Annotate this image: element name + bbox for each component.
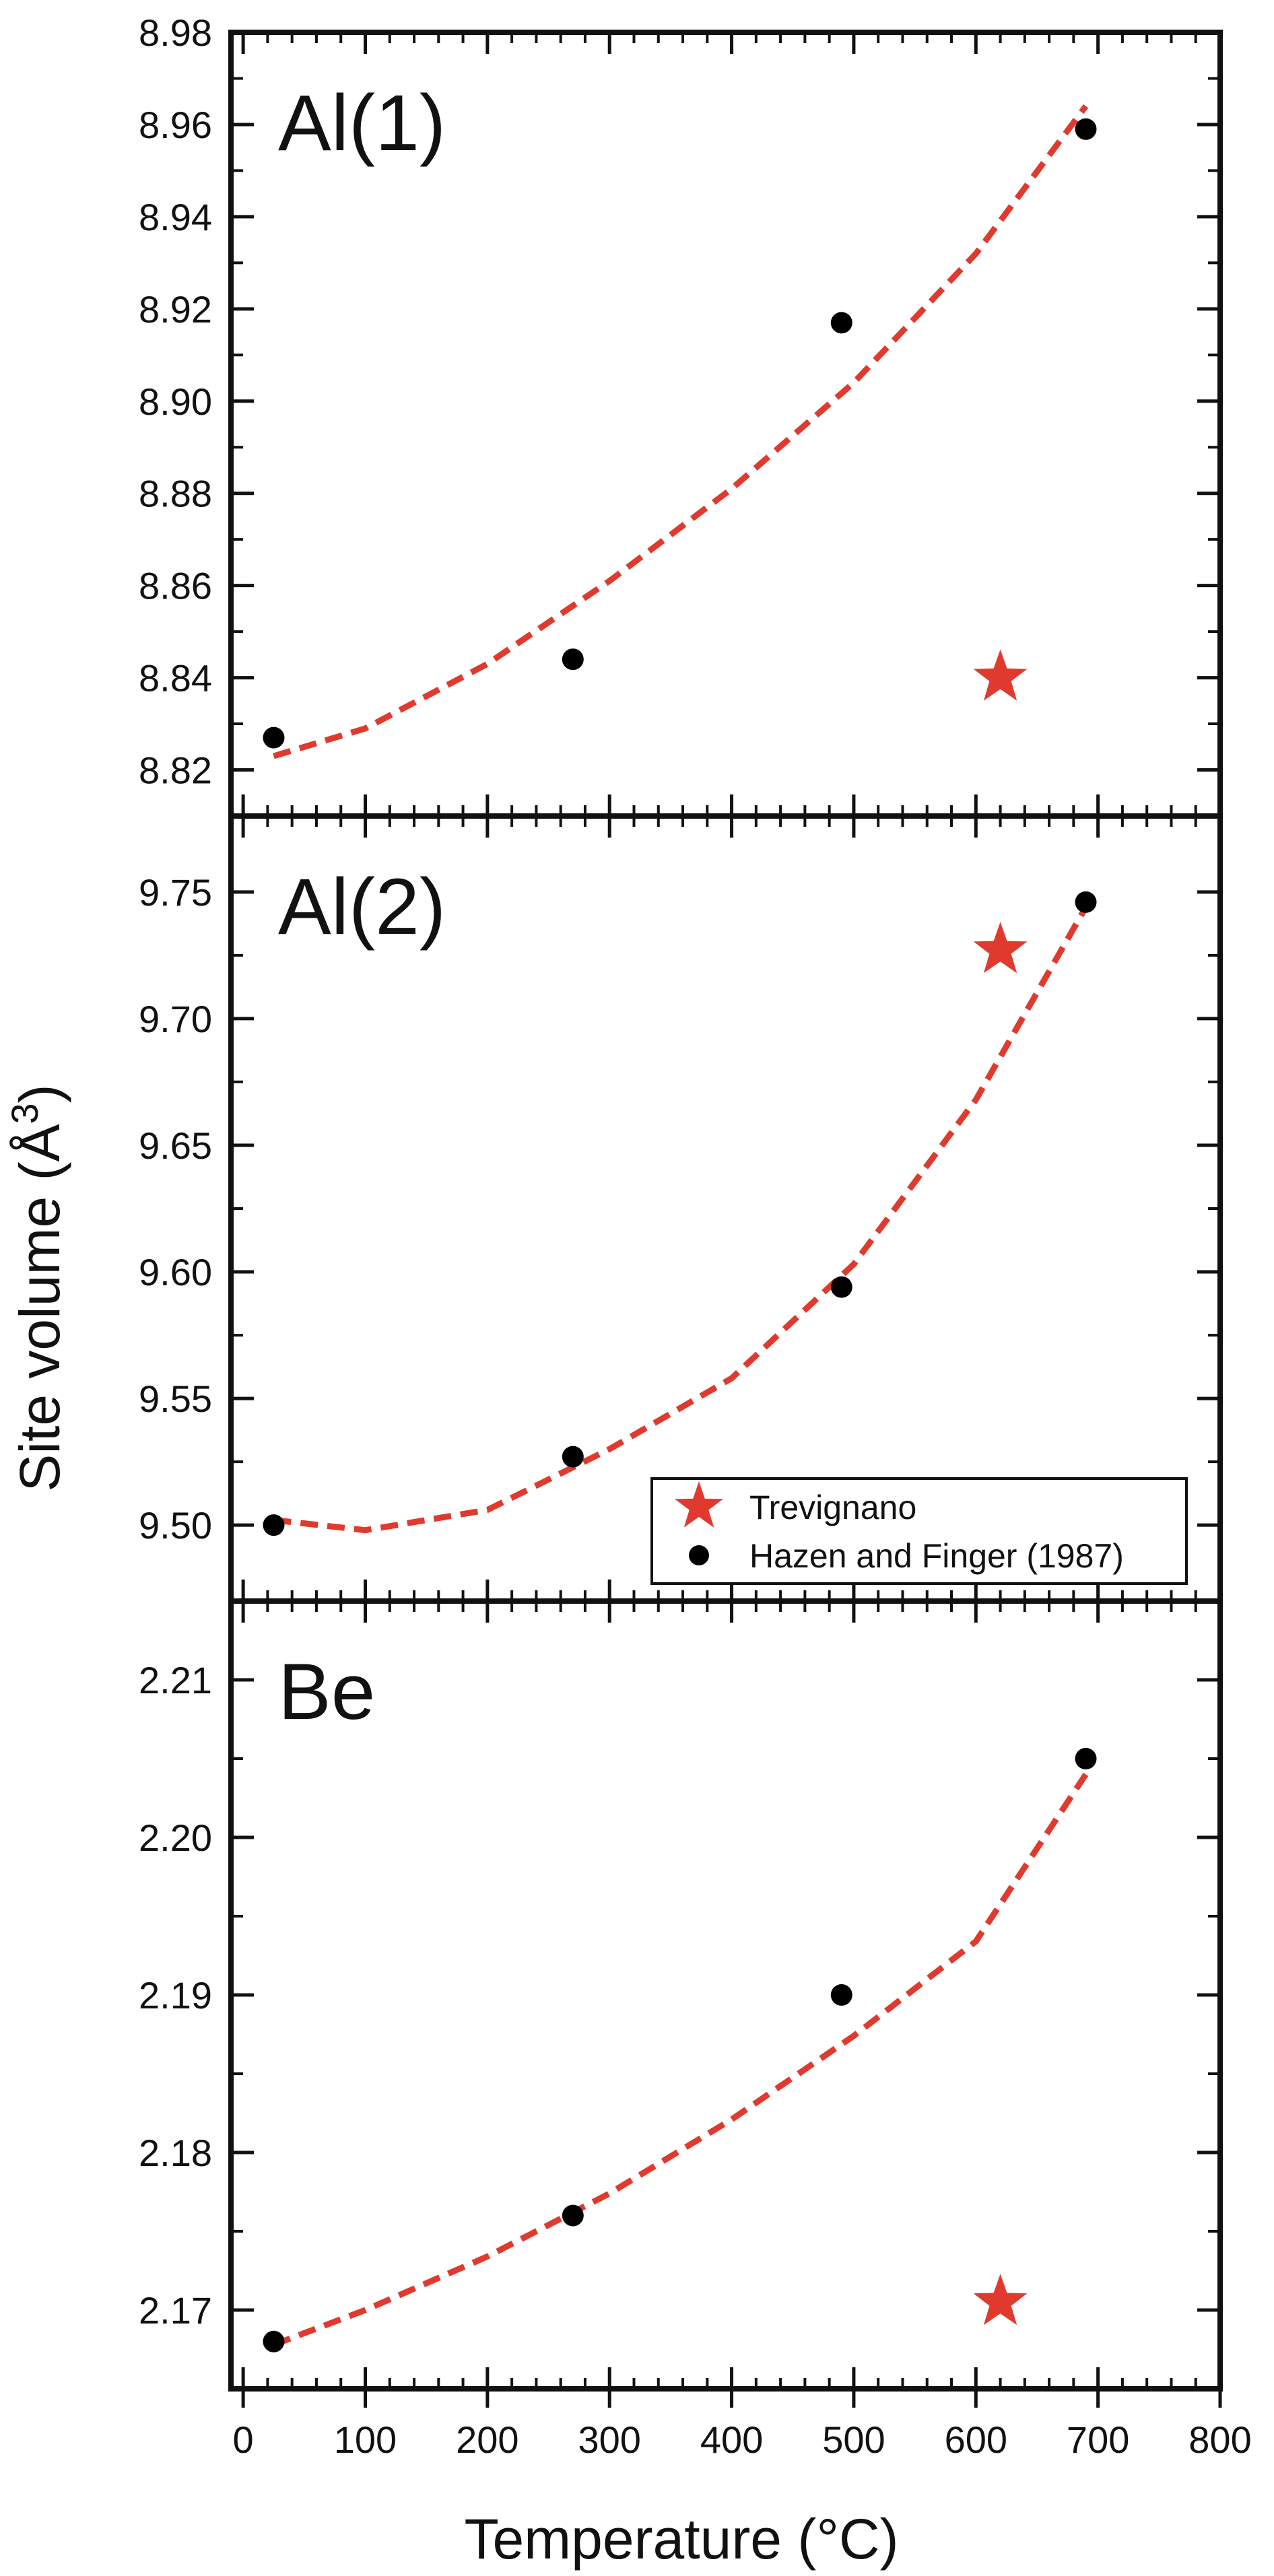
hazen-point bbox=[263, 1514, 285, 1536]
hazen-point bbox=[830, 1276, 852, 1298]
hazen-point bbox=[830, 312, 852, 334]
x-axis: 0 100 200 300 400 500 600 700 800 bbox=[233, 2389, 1252, 2461]
y-axis-title: Site volume (Å3) bbox=[3, 1084, 71, 1491]
legend-circle-icon bbox=[689, 1545, 709, 1565]
y-tick-label: 9.75 bbox=[139, 871, 212, 914]
y-tick-label: 9.70 bbox=[139, 998, 212, 1040]
legend-star-icon bbox=[674, 1481, 724, 1528]
panel-label: Al(1) bbox=[278, 79, 446, 168]
panel-1: 9.50 9.55 9.60 9.65 9.70 9.75 Al(2) bbox=[139, 813, 1223, 1604]
y-tick-label: 2.18 bbox=[139, 2132, 212, 2174]
hazen-point bbox=[830, 1984, 852, 2006]
x-tick-label: 600 bbox=[945, 2418, 1007, 2461]
x-tick-label: 200 bbox=[456, 2418, 518, 2461]
y-tick-label: 2.19 bbox=[139, 1974, 212, 2016]
hazen-point bbox=[562, 2204, 584, 2227]
x-tick-label: 800 bbox=[1188, 2418, 1251, 2461]
y-tick-label: 9.55 bbox=[139, 1378, 212, 1420]
trevignano-star bbox=[973, 2274, 1028, 2326]
hazen-point bbox=[1075, 118, 1097, 140]
panel-label: Al(2) bbox=[278, 862, 446, 951]
y-tick-label: 2.21 bbox=[139, 1659, 212, 1701]
fit-curve bbox=[273, 906, 1089, 1534]
y-tick-label: 2.20 bbox=[139, 1817, 212, 1859]
hazen-point bbox=[562, 648, 584, 671]
y-tick-label: 8.98 bbox=[139, 11, 212, 54]
y-axis-title-close: ) bbox=[8, 1084, 71, 1103]
y-tick-label: 8.94 bbox=[139, 196, 212, 238]
x-tick-label: 400 bbox=[700, 2418, 763, 2461]
x-tick-label: 300 bbox=[578, 2418, 640, 2461]
legend-box bbox=[650, 1477, 1188, 1585]
panel-2: 2.17 2.18 2.19 2.20 2.21 Be bbox=[139, 1598, 1223, 2392]
x-tick-label: 0 bbox=[233, 2418, 254, 2461]
panel-frame bbox=[228, 1598, 1223, 2392]
x-tick-label: 700 bbox=[1067, 2418, 1129, 2461]
y-tick-label: 8.96 bbox=[139, 104, 212, 146]
y-tick-label: 8.82 bbox=[139, 749, 212, 792]
panel-0: 8.82 8.84 8.86 8.88 8.90 8.92 8.94 8.96 8.98 Al(1… bbox=[139, 11, 1223, 819]
y-tick-label: 8.84 bbox=[139, 657, 212, 700]
trevignano-star bbox=[973, 922, 1028, 974]
legend-label: Trevignano bbox=[749, 1489, 916, 1526]
fit-curve bbox=[272, 1772, 1089, 2348]
x-axis-title: Temperature (°C) bbox=[464, 2507, 898, 2571]
y-axis-title-sup: 3 bbox=[3, 1103, 46, 1124]
plot-panels: 8.82 8.84 8.86 8.88 8.90 8.92 8.94 8.96 8.98 Al(1… bbox=[139, 11, 1223, 2392]
hazen-point bbox=[263, 2330, 285, 2352]
hazen-point bbox=[562, 1446, 584, 1468]
x-tick-label: 100 bbox=[334, 2418, 397, 2461]
x-tick-label: 500 bbox=[822, 2418, 885, 2461]
y-tick-label: 9.65 bbox=[139, 1124, 212, 1167]
y-tick-label: 8.88 bbox=[139, 473, 212, 515]
y-tick-label: 8.92 bbox=[139, 288, 212, 331]
legend-label: Hazen and Finger (1987) bbox=[749, 1537, 1124, 1575]
y-tick-label: 9.60 bbox=[139, 1251, 212, 1293]
hazen-point bbox=[1075, 1748, 1097, 1769]
y-tick-label: 9.50 bbox=[139, 1504, 212, 1547]
legend: Trevignano Hazen and Finger (1987) bbox=[650, 1477, 1188, 1585]
hazen-point bbox=[1075, 891, 1097, 913]
fit-curve bbox=[273, 104, 1089, 759]
panel-label: Be bbox=[278, 1648, 375, 1736]
y-tick-label: 8.90 bbox=[139, 380, 212, 423]
y-tick-label: 2.17 bbox=[139, 2289, 212, 2332]
hazen-point bbox=[263, 726, 285, 749]
y-tick-label: 8.86 bbox=[139, 565, 212, 607]
y-axis-title-main: Site volume (Å bbox=[8, 1124, 71, 1491]
trevignano-star bbox=[973, 649, 1028, 701]
